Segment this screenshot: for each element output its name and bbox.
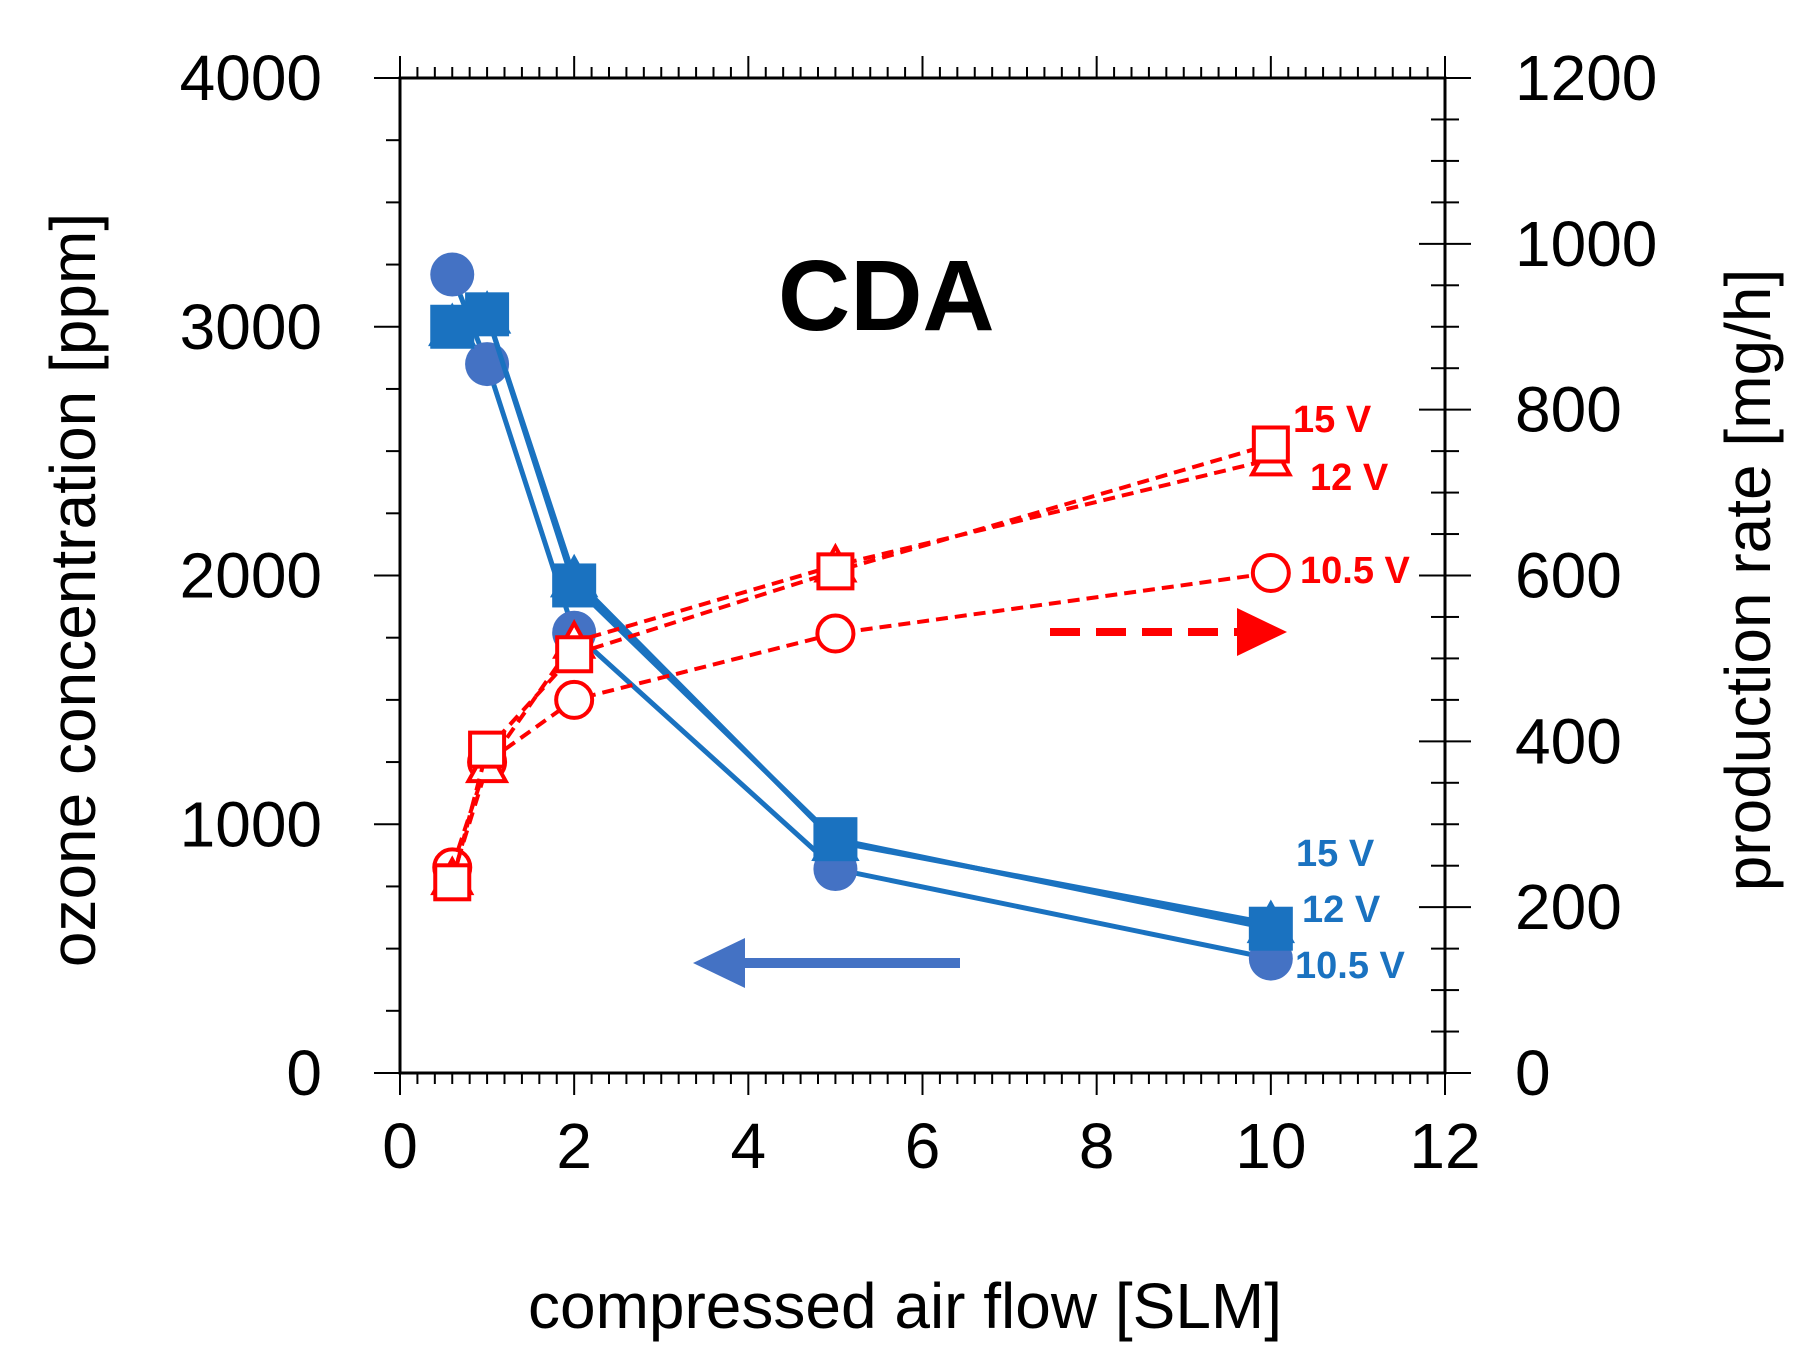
y2-tick-label: 1000: [1515, 208, 1657, 280]
y-tick-label: 0: [286, 1037, 322, 1109]
red-label-105v: 10.5 V: [1300, 550, 1411, 592]
y2-tick-label: 200: [1515, 871, 1622, 943]
concentration-series: [428, 252, 1296, 981]
production-series: [430, 425, 1293, 902]
marker-square: [816, 552, 855, 591]
marker-circle: [815, 613, 856, 654]
y2-tick-label: 0: [1515, 1037, 1551, 1109]
red-label-12v: 12 V: [1310, 457, 1389, 499]
x-tick-label: 0: [382, 1110, 418, 1182]
red-label-15v: 15 V: [1293, 399, 1372, 441]
right-arrow-head: [1237, 608, 1287, 656]
marker-square: [1248, 906, 1293, 951]
marker-circle: [1250, 553, 1291, 594]
y2-tick-label: 600: [1515, 540, 1622, 612]
y-tick-label: 3000: [180, 291, 322, 363]
y-tick-label: 2000: [180, 540, 322, 612]
x-tick-label: 10: [1235, 1110, 1306, 1182]
blue-label-12v: 12 V: [1302, 889, 1381, 931]
y-tick-label: 1000: [180, 788, 322, 860]
x-tick-label: 12: [1409, 1110, 1480, 1182]
marker-square: [555, 635, 594, 674]
marker-square: [468, 730, 507, 769]
y2-tick-label: 1200: [1515, 42, 1657, 114]
x-axis-title: compressed air flow [SLM]: [528, 1270, 1282, 1342]
axis-ticks: [374, 56, 1471, 1095]
blue-label-15v: 15 V: [1296, 833, 1375, 875]
y2-tick-label: 400: [1515, 705, 1622, 777]
x-tick-label: 8: [1079, 1110, 1115, 1182]
marker-circle: [554, 679, 595, 720]
y-tick-label: 4000: [180, 42, 322, 114]
chart-title: CDA: [778, 240, 995, 352]
tick-labels: 0 2 4 6 8 10 12 0 1000 2000 3000 4000 0 200 400 600 800 1…: [180, 42, 1658, 1182]
y2-tick-label: 800: [1515, 374, 1622, 446]
y-axis-title: ozone concentration [ppm]: [37, 213, 109, 967]
left-arrow-head: [693, 938, 745, 988]
marker-square: [813, 817, 858, 862]
x-tick-label: 4: [731, 1110, 767, 1182]
x-tick-label: 6: [905, 1110, 941, 1182]
y2-axis-title: production rate [mg/h]: [1712, 269, 1784, 892]
right-axis-arrow: [1050, 608, 1287, 656]
marker-square: [465, 292, 510, 337]
blue-label-105v: 10.5 V: [1295, 945, 1406, 987]
x-tick-label: 2: [556, 1110, 592, 1182]
marker-square: [433, 863, 472, 902]
left-axis-arrow: [693, 938, 960, 988]
marker-square: [1251, 425, 1290, 464]
marker-square: [552, 563, 597, 608]
marker-circle: [430, 252, 475, 297]
